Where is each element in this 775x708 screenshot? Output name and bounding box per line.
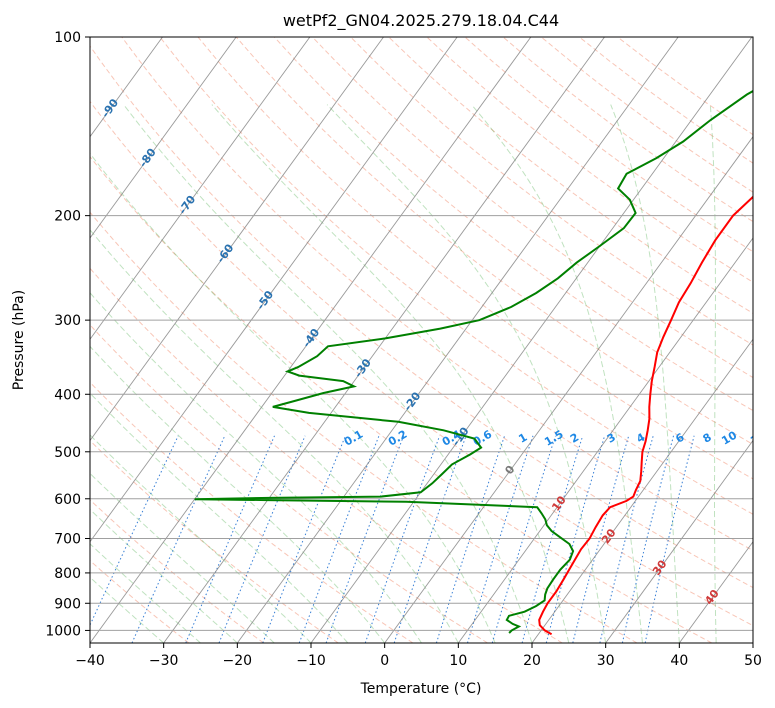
dry-adiabat	[388, 37, 753, 314]
x-tick-label: −30	[149, 653, 179, 669]
dry-adiabat	[90, 381, 414, 643]
isotherm	[384, 135, 753, 643]
y-tick-label: 200	[54, 209, 81, 225]
dewpoint-line	[194, 89, 753, 634]
moist-adiabat	[90, 472, 275, 643]
x-axis: −40 −30 −20 −10 0 10 20 30 40 50	[75, 643, 762, 669]
x-tick-label: 0	[380, 653, 389, 669]
mixing-ratio-line	[185, 435, 275, 643]
isotherm	[90, 37, 532, 643]
y-tick-label: 100	[54, 30, 81, 46]
moist-adiabat	[326, 104, 607, 643]
plot-frame	[89, 36, 754, 644]
isotherm	[605, 439, 753, 643]
dry-adiabat	[90, 100, 753, 627]
isotherm	[531, 338, 753, 643]
dry-adiabat	[90, 559, 190, 643]
moist-adiabat	[610, 104, 680, 643]
mixing-ratio-line	[572, 435, 630, 643]
x-tick-label: −40	[75, 653, 105, 669]
x-tick-label: 30	[597, 653, 615, 669]
mixing-ratio-line	[545, 435, 606, 643]
y-axis-label: Pressure (hPa)	[11, 290, 27, 390]
moist-adiabat	[471, 104, 643, 643]
isotherm	[90, 37, 237, 239]
mixing-ratio-line	[325, 435, 405, 643]
x-axis-label: Temperature (°C)	[360, 681, 482, 697]
x-tick-label: 10	[449, 653, 467, 669]
dry-adiabat	[90, 211, 638, 643]
x-tick-label: −10	[296, 653, 326, 669]
isotherm	[163, 37, 605, 643]
isotherm	[310, 37, 753, 643]
moist-adiabat	[90, 392, 349, 643]
y-tick-label: 1000	[45, 623, 81, 639]
isotherm	[90, 37, 311, 340]
x-tick-label: −20	[223, 653, 253, 669]
mixing-ratio-line	[364, 435, 441, 643]
x-tick-label: 40	[670, 653, 688, 669]
y-tick-label: 400	[54, 387, 81, 403]
mixing-ratio-label: 13	[748, 429, 768, 448]
moist-adiabat	[90, 229, 459, 643]
mixing-ratio-line	[393, 435, 467, 643]
y-tick-label: 300	[54, 313, 81, 329]
moist-adiabat	[90, 434, 312, 643]
y-axis: 100 200 300 400 500 600 700 800 900 1000	[45, 30, 90, 639]
dry-adiabat	[350, 37, 753, 346]
mixing-ratio-line	[644, 435, 695, 643]
dry-adiabats	[90, 37, 753, 643]
isobars	[90, 37, 753, 631]
isotherm	[457, 237, 753, 643]
y-tick-label: 900	[54, 596, 81, 612]
mixing-ratio-line	[521, 435, 584, 643]
dry-adiabat	[235, 37, 753, 445]
mixing-ratio-line	[262, 435, 346, 643]
isotherms	[90, 37, 753, 643]
x-tick-label: 50	[744, 653, 762, 669]
mixing-ratio-lines	[90, 435, 695, 643]
plot-area: -100-90-80-70-60-50-40-30-20-10010203040…	[90, 37, 768, 643]
dry-adiabat	[197, 37, 753, 480]
y-tick-label: 500	[54, 445, 81, 461]
y-tick-label: 700	[54, 532, 81, 548]
y-tick-label: 600	[54, 492, 81, 508]
moist-adiabat	[211, 104, 570, 643]
moist-adiabat	[123, 104, 533, 643]
temperature-line	[538, 195, 753, 636]
moist-adiabat	[90, 292, 422, 643]
dry-adiabat	[90, 155, 712, 643]
dry-adiabat	[121, 37, 753, 551]
isotherm	[90, 37, 384, 442]
chart-title: wetPf2_GN04.2025.279.18.04.C44	[283, 11, 559, 31]
y-tick-label: 800	[54, 566, 81, 582]
dry-adiabat	[90, 267, 563, 643]
isotherm	[90, 37, 458, 543]
x-tick-label: 20	[523, 653, 541, 669]
mixing-ratio-line	[298, 435, 380, 643]
dry-adiabat	[312, 37, 753, 379]
isotherm	[236, 37, 679, 643]
moist-adiabat	[709, 104, 717, 643]
dry-adiabat	[90, 45, 753, 589]
